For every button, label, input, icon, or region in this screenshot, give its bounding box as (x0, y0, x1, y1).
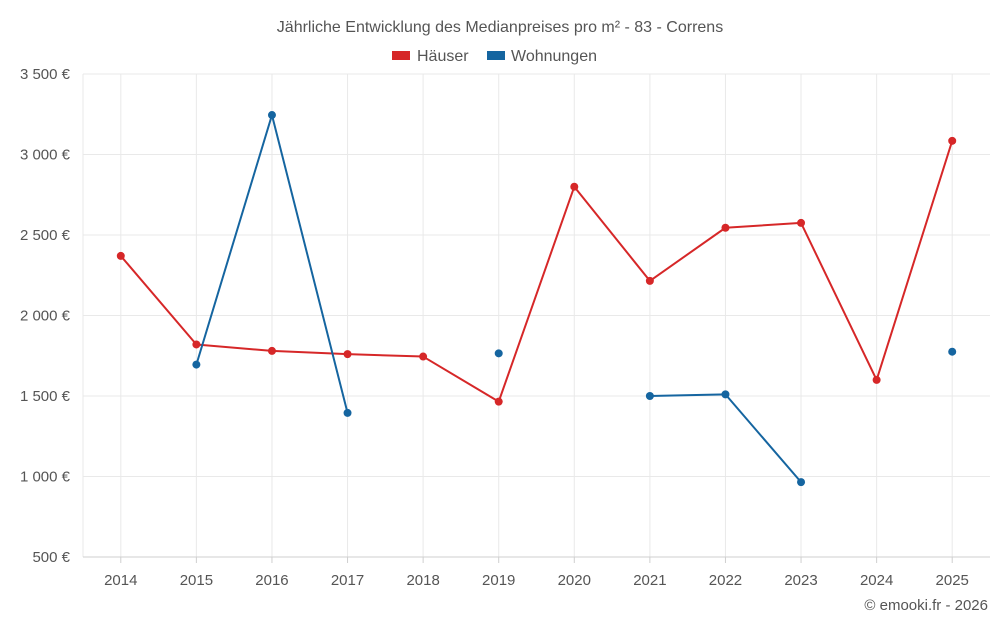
y-tick-label: 3 500 € (20, 66, 71, 83)
series-haeuser (116, 136, 957, 406)
legend-label-haeuser: Häuser (417, 48, 469, 65)
data-point-haeuser[interactable] (116, 251, 125, 260)
data-point-wohnungen[interactable] (721, 390, 730, 399)
data-point-haeuser[interactable] (721, 223, 730, 232)
data-point-haeuser[interactable] (192, 340, 201, 349)
axes (82, 74, 990, 563)
data-point-wohnungen[interactable] (192, 360, 201, 369)
data-point-wohnungen[interactable] (343, 408, 352, 417)
data-point-wohnungen[interactable] (948, 347, 957, 356)
data-point-haeuser[interactable] (948, 136, 957, 145)
data-point-wohnungen[interactable] (797, 478, 806, 487)
legend-item-haeuser[interactable]: Häuser (392, 48, 469, 65)
x-tick-label: 2024 (860, 572, 893, 589)
y-tick-label: 1 000 € (20, 469, 71, 486)
data-point-wohnungen[interactable] (267, 111, 276, 120)
grid (83, 73, 990, 557)
x-tick-label: 2023 (784, 572, 817, 589)
legend-swatch-wohnungen (487, 51, 505, 60)
y-tick-label: 500 € (32, 549, 70, 566)
y-tick-label: 2 500 € (20, 227, 71, 244)
credit-text: © emooki.fr - 2026 (864, 597, 988, 614)
x-tick-label: 2014 (104, 572, 137, 589)
x-tick-label: 2018 (406, 572, 439, 589)
data-point-wohnungen[interactable] (645, 392, 654, 400)
legend[interactable]: Häuser Wohnungen (392, 48, 597, 65)
x-tick-label: 2020 (558, 572, 591, 589)
x-tick-label: 2025 (936, 572, 969, 589)
series-layer (116, 111, 957, 487)
series-line-haeuser (120, 140, 954, 403)
y-tick-label: 3 000 € (20, 147, 71, 164)
data-point-haeuser[interactable] (267, 346, 276, 355)
labels: 500 € 1 000 € 1 500 € 2 000 € 2 500 € 3 000 €… (20, 66, 969, 589)
data-point-wohnungen[interactable] (494, 349, 503, 358)
data-point-haeuser[interactable] (570, 182, 579, 191)
data-point-haeuser[interactable] (343, 350, 352, 359)
data-point-haeuser[interactable] (494, 397, 503, 406)
x-tick-label: 2015 (180, 572, 213, 589)
x-tick-label: 2017 (331, 572, 364, 589)
data-point-haeuser[interactable] (797, 218, 806, 227)
legend-label-wohnungen: Wohnungen (511, 48, 597, 65)
chart-title: Jährliche Entwicklung des Medianpreises … (277, 19, 723, 36)
data-point-haeuser[interactable] (645, 276, 654, 285)
x-tick-label: 2022 (709, 572, 742, 589)
legend-item-wohnungen[interactable]: Wohnungen (487, 48, 597, 65)
x-tick-label: 2019 (482, 572, 515, 589)
series-wohnungen (192, 111, 957, 487)
data-point-haeuser[interactable] (872, 375, 881, 384)
y-tick-label: 2 000 € (20, 308, 71, 325)
x-tick-label: 2021 (633, 572, 666, 589)
x-tick-label: 2016 (255, 572, 288, 589)
y-tick-label: 1 500 € (20, 388, 71, 405)
legend-swatch-haeuser (392, 51, 410, 60)
data-point-haeuser[interactable] (419, 352, 428, 361)
